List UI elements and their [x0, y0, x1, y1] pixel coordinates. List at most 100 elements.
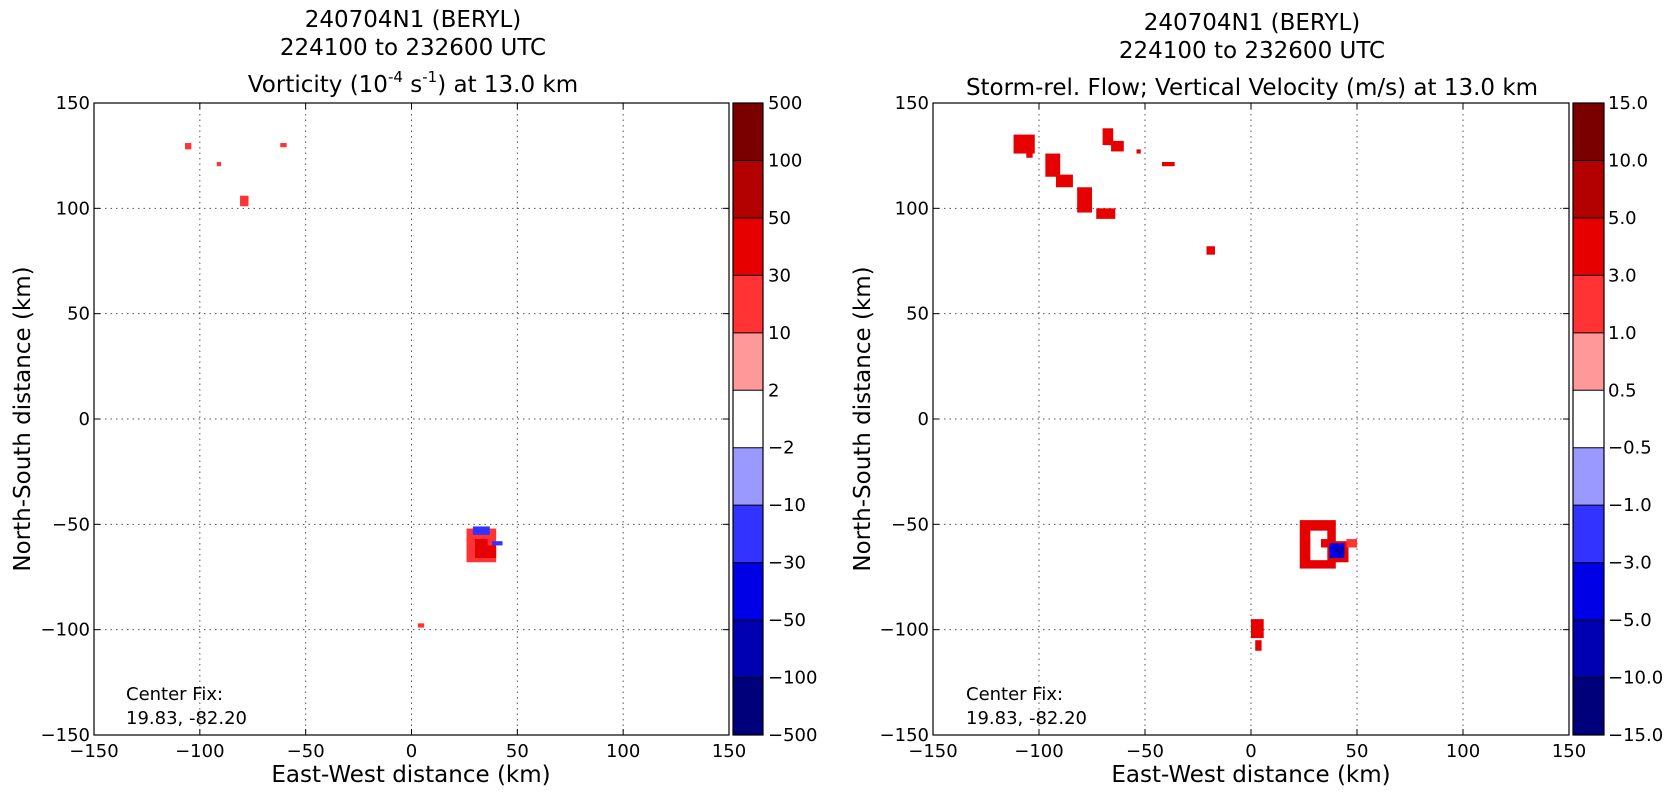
velocity-field-patch — [1255, 640, 1262, 651]
velocity-colorbar-segment — [1573, 562, 1604, 621]
velocity-field-patch — [1206, 246, 1215, 255]
vorticity-colorbar-segment — [733, 103, 763, 161]
vorticity-colorbar-label: −30 — [768, 553, 806, 574]
vorticity-y-axis-label: North-South distance (km) — [10, 266, 36, 571]
velocity-x-axis: −150 −100 −50 0 50 100 150 — [908, 103, 1586, 762]
velocity-field-patch — [1346, 539, 1357, 548]
vorticity-y-tick-label: 100 — [56, 198, 90, 219]
vorticity-title-line2: 224100 to 232600 UTC — [280, 35, 546, 61]
velocity-field-patch — [1136, 149, 1141, 154]
vorticity-field-patch — [280, 143, 287, 148]
vorticity-y-tick-label: 0 — [79, 409, 90, 430]
vorticity-colorbar-segment — [733, 275, 763, 334]
velocity-x-tick-label: −150 — [908, 741, 957, 762]
vorticity-field-patch — [185, 143, 192, 150]
vorticity-x-tick-label: −150 — [69, 741, 118, 762]
velocity-x-tick-label: 150 — [1552, 741, 1586, 762]
velocity-panel: 240704N1 (BERYL) 224100 to 232600 UTC St… — [850, 10, 1663, 788]
vorticity-colorbar-label: −100 — [768, 668, 817, 689]
vorticity-field — [185, 143, 503, 628]
velocity-colorbar-segment — [1573, 447, 1604, 506]
velocity-field-patch — [1045, 153, 1061, 177]
vorticity-y-tick-label: −100 — [41, 620, 90, 641]
velocity-grid — [933, 103, 1569, 735]
velocity-center-fix-value: 19.83, -82.20 — [966, 708, 1087, 729]
velocity-y-tick-label: 150 — [895, 93, 929, 114]
vorticity-colorbar-segment — [733, 390, 763, 449]
velocity-y-tick-label: 50 — [906, 304, 929, 325]
vorticity-colorbar-segment — [733, 332, 763, 391]
vorticity-title-part2: s — [403, 72, 422, 98]
velocity-colorbar: 15.0 10.0 5.0 3.0 1.0 0.5 −0.5 −1.0 −3.0 −5.0 −10.… — [1572, 93, 1663, 746]
velocity-x-tick-label: 100 — [1446, 741, 1480, 762]
velocity-colorbar-segment — [1573, 103, 1604, 161]
vorticity-x-tick-label: 0 — [406, 741, 417, 762]
vorticity-y-tick-label: −50 — [52, 514, 90, 535]
velocity-field-patch — [1111, 140, 1124, 152]
vorticity-grid — [94, 103, 729, 735]
velocity-colorbar-label: 1.0 — [1608, 323, 1637, 344]
vorticity-colorbar-segment — [733, 447, 763, 506]
velocity-colorbar-segment — [1573, 390, 1604, 449]
vorticity-x-tick-label: −100 — [175, 741, 224, 762]
velocity-field-patch — [1251, 619, 1264, 639]
velocity-x-tick-label: 50 — [1346, 741, 1369, 762]
vorticity-colorbar-frame — [732, 102, 764, 736]
vorticity-colorbar-label: 30 — [768, 265, 791, 286]
velocity-x-axis-label: East-West distance (km) — [1111, 762, 1390, 788]
velocity-x-tick-label: 0 — [1245, 741, 1256, 762]
velocity-y-axis: −150 −100 −50 0 50 100 150 — [880, 93, 1569, 746]
vorticity-colorbar-label: 500 — [768, 93, 802, 114]
velocity-colorbar-label: 10.0 — [1608, 150, 1648, 171]
vorticity-x-tick-label: −50 — [287, 741, 325, 762]
vorticity-title-line3: Vorticity (10-4 s-1) at 13.0 km — [248, 68, 578, 98]
velocity-y-tick-label: −150 — [880, 725, 929, 746]
velocity-colorbar-label: −1.0 — [1608, 495, 1652, 516]
velocity-center-fix-label: Center Fix: — [966, 684, 1063, 705]
velocity-y-tick-label: −100 — [880, 620, 929, 641]
velocity-colorbar-segment — [1573, 332, 1604, 391]
velocity-colorbar-label: −3.0 — [1608, 553, 1652, 574]
velocity-title-line1: 240704N1 (BERYL) — [1144, 10, 1361, 36]
velocity-colorbar-segment — [1573, 677, 1604, 736]
velocity-colorbar-label: 5.0 — [1608, 208, 1637, 229]
vorticity-field-patch — [475, 545, 497, 559]
velocity-colorbar-label: 15.0 — [1608, 93, 1648, 114]
velocity-x-tick-label: −100 — [1014, 741, 1063, 762]
velocity-colorbar-segment — [1573, 275, 1604, 334]
vorticity-colorbar-label: 50 — [768, 208, 791, 229]
velocity-field-patch — [1013, 134, 1035, 154]
velocity-title-line3: Storm-rel. Flow; Vertical Velocity (m/s)… — [966, 75, 1538, 101]
vorticity-field-patch — [475, 539, 488, 548]
velocity-colorbar-label: −15.0 — [1608, 725, 1663, 746]
velocity-y-tick-label: −50 — [891, 514, 929, 535]
vorticity-colorbar-segment — [733, 562, 763, 621]
vorticity-colorbar-segment — [733, 505, 763, 564]
vorticity-field-patch — [491, 541, 503, 546]
vorticity-colorbar-label: 100 — [768, 150, 802, 171]
velocity-field-patch — [1320, 539, 1330, 548]
velocity-field — [1013, 128, 1357, 651]
vorticity-colorbar: 500 100 50 30 10 2 −2 −10 −30 −50 −100 −500 — [732, 93, 817, 746]
vorticity-title-line1: 240704N1 (BERYL) — [305, 7, 522, 33]
vorticity-colorbar-segment — [733, 677, 763, 736]
velocity-colorbar-label: −5.0 — [1608, 610, 1652, 631]
vorticity-title-sup1: -4 — [388, 68, 403, 86]
velocity-colorbar-frame — [1572, 102, 1605, 736]
vorticity-y-tick-label: −150 — [41, 725, 90, 746]
vorticity-colorbar-label: −500 — [768, 725, 817, 746]
vorticity-title-sup2: -1 — [422, 68, 437, 86]
vorticity-colorbar-label: −10 — [768, 495, 806, 516]
vorticity-center-fix-value: 19.83, -82.20 — [126, 708, 247, 729]
velocity-colorbar-segment — [1573, 217, 1604, 276]
velocity-title-line2: 224100 to 232600 UTC — [1119, 38, 1385, 64]
vorticity-y-tick-label: 50 — [67, 304, 90, 325]
vorticity-title-part1: Vorticity (10 — [248, 72, 388, 98]
vorticity-field-patch — [417, 623, 425, 628]
vorticity-x-axis: −150 −100 −50 0 50 100 150 — [69, 103, 746, 762]
velocity-field-patch — [1077, 187, 1092, 213]
vorticity-field-patch — [240, 195, 249, 207]
vorticity-panel: 240704N1 (BERYL) 224100 to 232600 UTC Vo… — [10, 7, 817, 788]
vorticity-field-patch — [216, 161, 221, 167]
